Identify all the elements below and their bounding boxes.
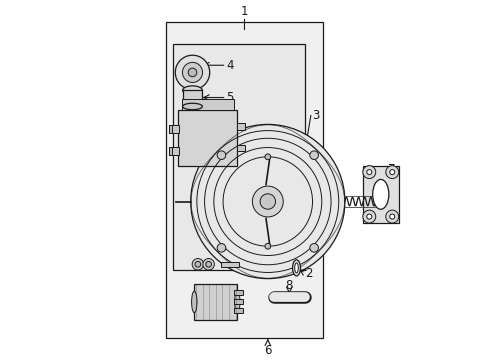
Bar bbox=[233, 309, 242, 313]
Circle shape bbox=[205, 261, 211, 267]
Bar bbox=[237, 123, 244, 130]
Bar bbox=[194, 284, 237, 320]
Circle shape bbox=[188, 68, 196, 77]
Circle shape bbox=[362, 210, 375, 223]
Circle shape bbox=[252, 186, 283, 217]
Bar bbox=[237, 145, 244, 151]
Bar bbox=[165, 22, 323, 338]
Circle shape bbox=[385, 166, 398, 179]
Circle shape bbox=[362, 166, 375, 179]
Text: 6: 6 bbox=[264, 344, 271, 357]
Circle shape bbox=[217, 244, 225, 252]
Circle shape bbox=[389, 214, 394, 219]
Text: 4: 4 bbox=[226, 59, 233, 72]
Circle shape bbox=[366, 214, 371, 219]
Ellipse shape bbox=[182, 86, 202, 95]
Ellipse shape bbox=[294, 263, 298, 273]
Circle shape bbox=[389, 170, 394, 175]
Text: 8: 8 bbox=[285, 279, 292, 292]
Circle shape bbox=[264, 154, 270, 160]
Circle shape bbox=[203, 258, 214, 270]
Ellipse shape bbox=[191, 291, 197, 313]
Text: 3: 3 bbox=[312, 109, 319, 122]
Bar bbox=[169, 147, 179, 155]
Text: 7: 7 bbox=[387, 163, 394, 176]
Bar bbox=[172, 44, 305, 270]
Ellipse shape bbox=[182, 103, 202, 110]
Ellipse shape bbox=[234, 291, 240, 313]
Bar bbox=[182, 90, 202, 107]
Bar bbox=[169, 126, 179, 134]
Ellipse shape bbox=[372, 179, 388, 209]
Circle shape bbox=[195, 261, 201, 267]
Bar bbox=[182, 99, 233, 110]
Circle shape bbox=[309, 151, 318, 159]
Bar bbox=[233, 300, 242, 304]
Text: 5: 5 bbox=[226, 91, 233, 104]
Bar bbox=[233, 291, 242, 295]
Circle shape bbox=[366, 170, 371, 175]
Bar bbox=[221, 262, 239, 267]
Circle shape bbox=[182, 62, 202, 82]
Text: 2: 2 bbox=[305, 267, 312, 280]
Circle shape bbox=[175, 55, 209, 90]
Circle shape bbox=[190, 125, 344, 279]
Circle shape bbox=[260, 194, 275, 209]
Bar bbox=[169, 126, 172, 134]
Circle shape bbox=[385, 210, 398, 223]
Ellipse shape bbox=[292, 260, 300, 276]
Bar bbox=[169, 147, 172, 155]
Bar bbox=[362, 166, 398, 223]
Circle shape bbox=[264, 243, 270, 249]
Circle shape bbox=[309, 244, 318, 252]
Text: 1: 1 bbox=[240, 5, 248, 18]
Circle shape bbox=[217, 151, 225, 159]
Bar bbox=[178, 110, 237, 166]
Circle shape bbox=[192, 258, 203, 270]
